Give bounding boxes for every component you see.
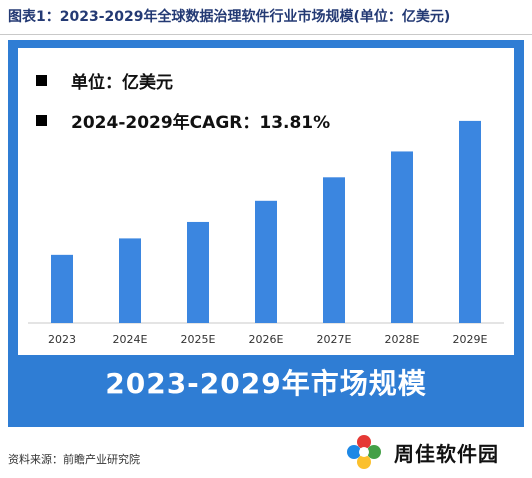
chart-panel: 2023 2024E 2025E 2026E 2027E 2028E 2029E — [18, 48, 514, 355]
x-tick-label: 2023 — [48, 333, 76, 346]
title-divider — [0, 34, 532, 35]
bar-2023 — [51, 254, 73, 323]
x-tick-label: 2025E — [181, 333, 216, 346]
legend-square-icon — [36, 115, 47, 126]
x-tick-label: 2028E — [385, 333, 420, 346]
x-tick-label: 2029E — [453, 333, 488, 346]
x-tick-label: 2026E — [249, 333, 284, 346]
legend-unit-row: 单位：亿美元 — [36, 68, 173, 93]
chart-footer-title: 2023-2029年市场规模 — [105, 367, 427, 400]
legend-square-icon — [36, 75, 47, 86]
source-note: 资料来源：前瞻产业研究院 — [8, 453, 140, 466]
page-title: 图表1：2023-2029年全球数据治理软件行业市场规模(单位：亿美元) — [8, 9, 451, 25]
bar-chart: 2023 2024E 2025E 2026E 2027E 2028E 2029E — [28, 120, 504, 346]
bar-2027E — [323, 177, 345, 323]
legend-unit-label: 单位：亿美元 — [71, 73, 173, 93]
bar-2025E — [187, 221, 209, 323]
legend-cagr-row: 2024-2029年CAGR：13.81% — [36, 108, 330, 133]
bar-2028E — [391, 151, 413, 323]
legend-cagr-label: 2024-2029年CAGR：13.81% — [71, 113, 331, 133]
site-badge: 周佳软件园 — [338, 428, 528, 476]
bar-2024E — [119, 238, 141, 323]
pinwheel-logo-icon — [347, 435, 381, 469]
bar-2026E — [255, 200, 277, 323]
bar-2029E — [459, 120, 481, 324]
badge-text: 周佳软件园 — [394, 441, 499, 466]
x-tick-label: 2027E — [317, 333, 352, 346]
x-tick-label: 2024E — [113, 333, 148, 346]
